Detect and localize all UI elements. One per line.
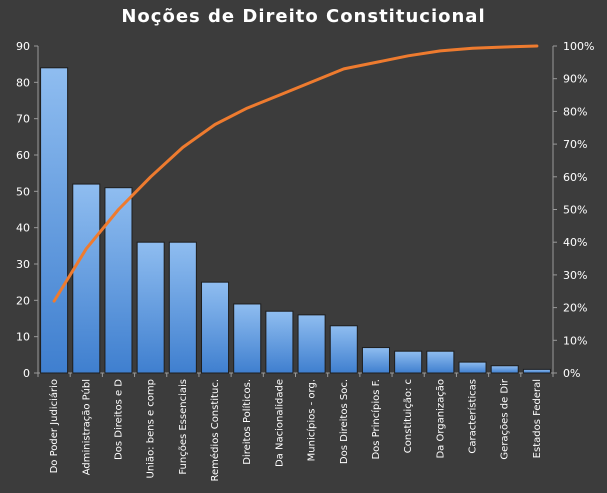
x-category-label: Remédios Constituc. [209, 379, 221, 481]
y-left-tick-label: 60 [16, 149, 30, 162]
x-category-label: Constituição: c [403, 379, 414, 453]
bar [201, 281, 230, 374]
x-category-label: Gerações de Dir [500, 378, 511, 459]
bar [104, 187, 133, 374]
x-category-label: Características [467, 379, 479, 454]
bar [458, 361, 487, 374]
y-right-tick-label: 30% [563, 269, 587, 282]
y-right-tick-label: 90% [563, 73, 587, 86]
y-right-tick-label: 40% [563, 236, 587, 249]
y-right-tick-label: 70% [563, 138, 587, 151]
x-category-label: Dos Direitos e D [113, 379, 124, 460]
x-category-label: Do Poder Judiciário [48, 379, 60, 473]
y-left-tick-label: 30 [16, 258, 30, 271]
x-category-label: Dos Princípios F. [370, 379, 382, 460]
bar [168, 241, 197, 374]
bar [426, 350, 455, 374]
y-left-tick-label: 70 [16, 113, 30, 126]
bar [329, 325, 358, 374]
y-right-tick-label: 10% [563, 334, 587, 347]
y-right-tick-label: 60% [563, 171, 587, 184]
x-category-label: União: bens e comp [146, 379, 157, 479]
x-category-label: Direitos Políticos. [241, 379, 253, 465]
y-right-tick-label: 0% [563, 367, 580, 380]
bar [297, 314, 326, 374]
bar [394, 350, 423, 374]
bar [72, 183, 101, 374]
y-right-tick-label: 20% [563, 302, 587, 315]
y-left-tick-label: 10 [16, 331, 30, 344]
x-category-label: Dos Direitos Soc. [339, 379, 350, 464]
y-left-tick-label: 50 [16, 185, 30, 198]
x-category-label: Funções Essenciais [178, 379, 189, 475]
y-right-tick-label: 80% [563, 105, 587, 118]
y-right-tick-label: 100% [563, 40, 594, 53]
y-right-tick-label: 50% [563, 204, 587, 217]
y-left-tick-label: 0 [23, 367, 30, 380]
bar [265, 310, 294, 374]
x-category-label: Da Nacionalidade [274, 379, 285, 467]
y-left-tick-label: 80 [16, 76, 30, 89]
x-category-label: Da Organização [435, 379, 446, 459]
bar [40, 67, 69, 374]
bar [136, 241, 165, 374]
x-category-label: Municípios - org. [306, 379, 318, 461]
x-category-label: Administração Públ [80, 379, 92, 475]
y-left-tick-label: 40 [16, 222, 30, 235]
y-left-tick-label: 90 [16, 40, 30, 53]
y-left-tick-label: 20 [16, 294, 30, 307]
x-category-label: Estados Federal [532, 379, 543, 458]
cumulative-line [52, 44, 539, 303]
bar [490, 365, 519, 374]
bar [361, 347, 390, 374]
bar [522, 368, 551, 374]
bar [233, 303, 262, 374]
chart-title: Noções de Direito Constitucional [121, 6, 486, 27]
